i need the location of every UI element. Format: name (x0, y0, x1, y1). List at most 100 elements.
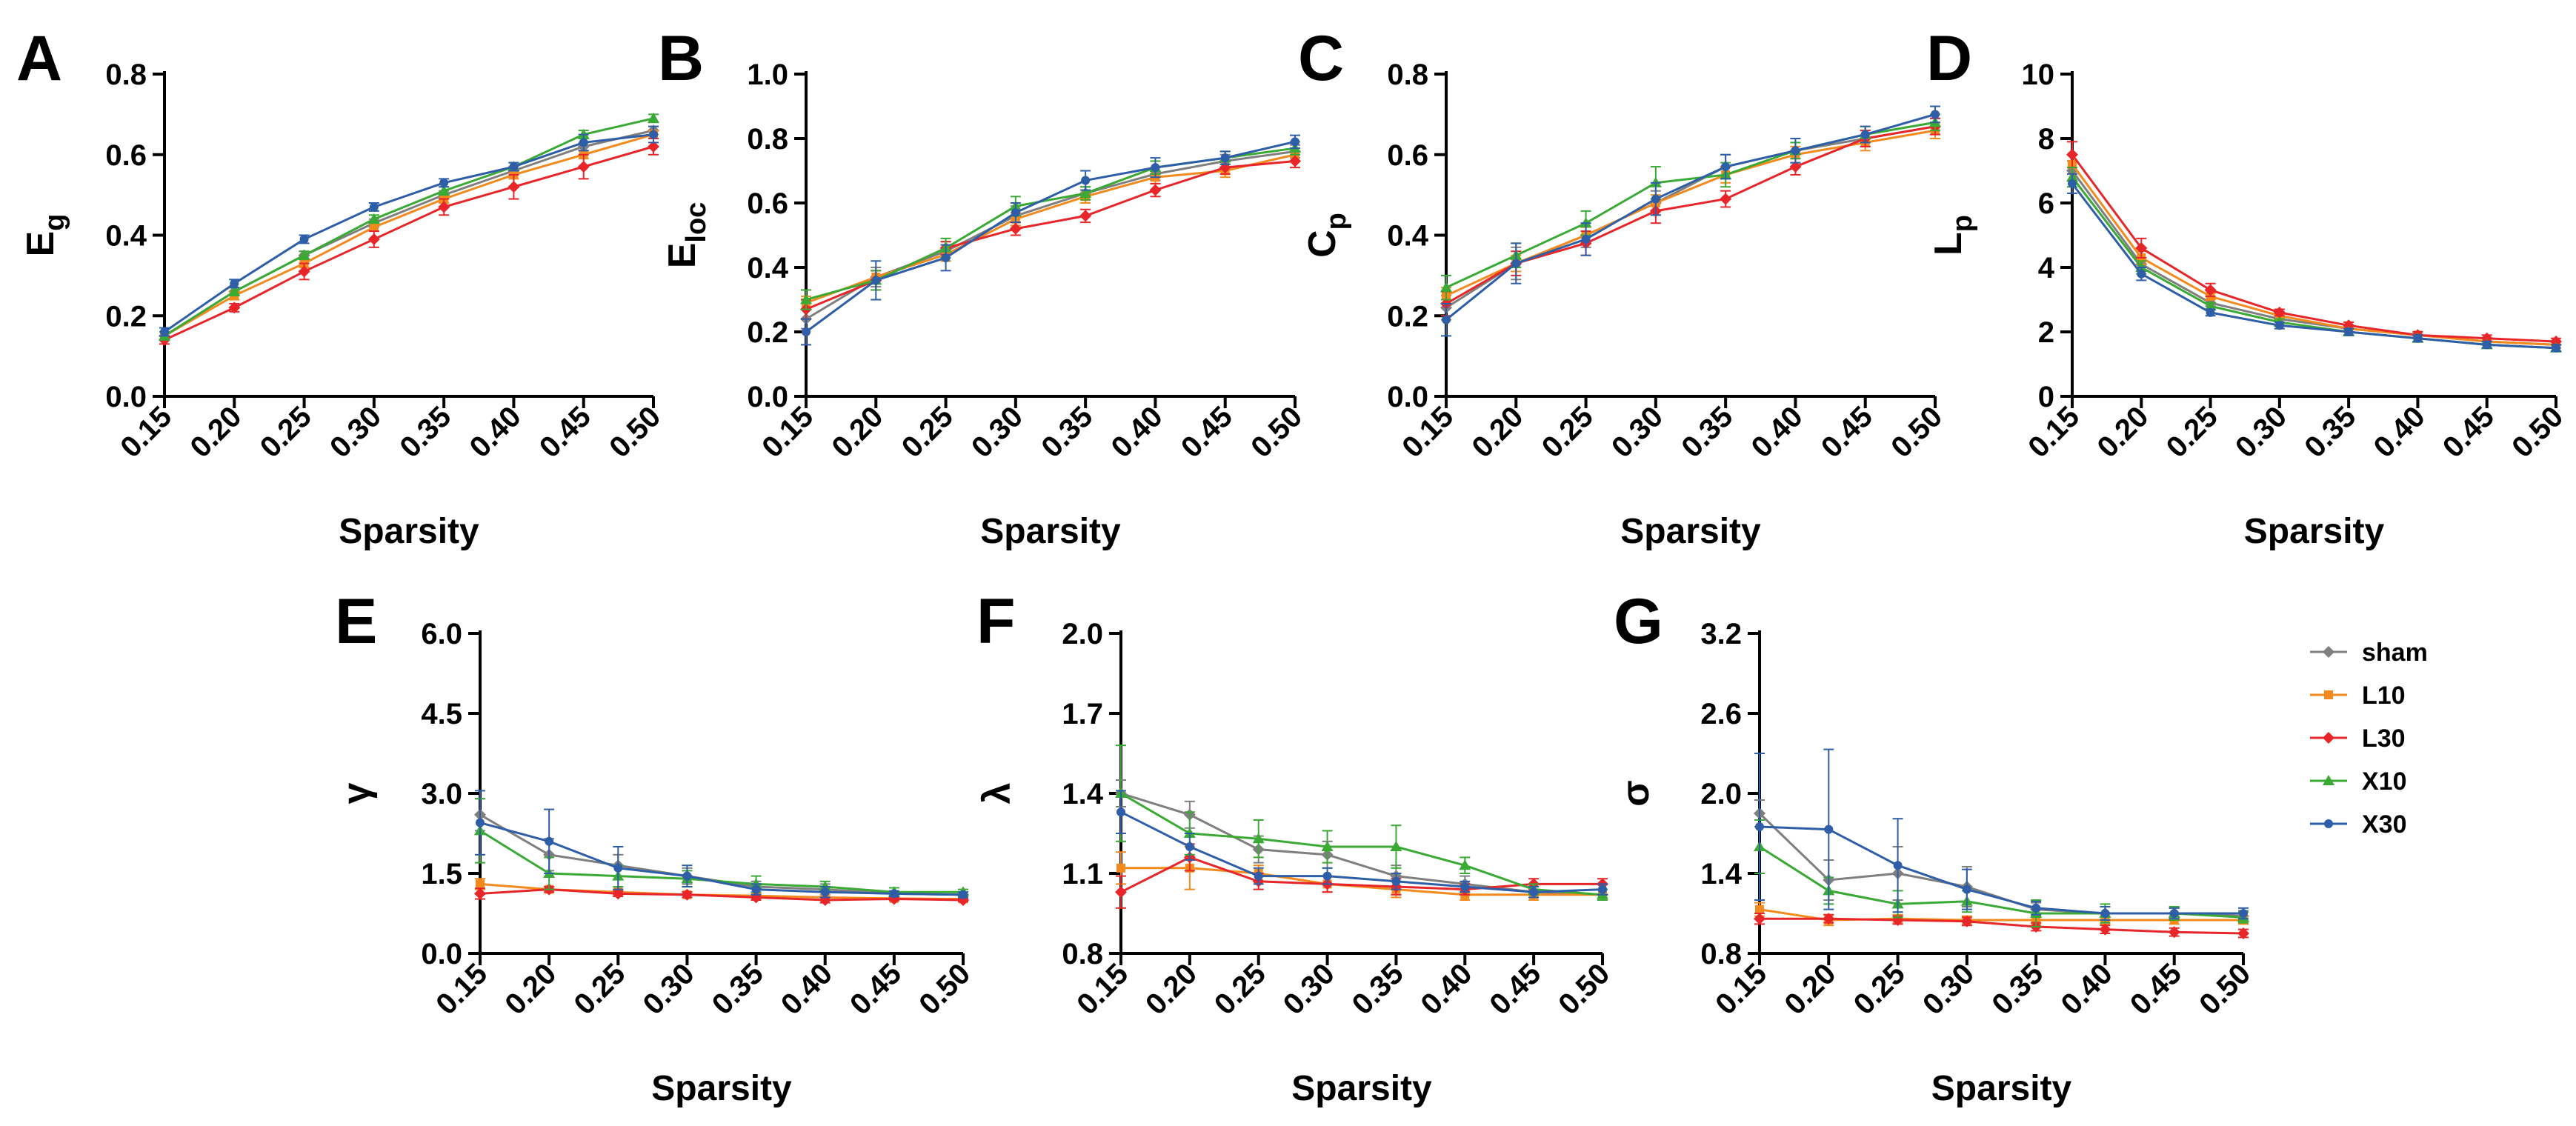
data-point (2204, 300, 2217, 311)
data-point (2239, 909, 2248, 918)
data-point (579, 138, 588, 147)
data-point (2552, 343, 2560, 353)
data-point (1116, 807, 1125, 817)
panel-f: F0.81.11.41.72.00.15 0.20 0.25 0.30 0.35 0.40… (976, 586, 1616, 1108)
y-tick-label: 0.6 (1387, 139, 1428, 172)
data-point (1931, 110, 1940, 119)
x-axis-label: Sparsity (2244, 512, 2385, 551)
y-tick-label: 0.4 (1387, 220, 1428, 253)
data-point (1721, 162, 1731, 172)
x-tick-label: 0.30 (1605, 400, 1669, 464)
y-tick-label: 0.8 (1387, 59, 1428, 91)
data-point (871, 276, 881, 285)
y-tick-label: 1.4 (1700, 858, 1742, 890)
series-line (1759, 825, 2243, 915)
x-tick-label: 0.45 (2437, 400, 2500, 464)
y-tick-label: 10 (2022, 59, 2055, 91)
x-tick-label: 0.50 (913, 957, 976, 1021)
data-point (1755, 822, 1764, 831)
panel-letter: C (1298, 23, 1344, 94)
series-line (1120, 810, 1603, 893)
x-axis-label: Sparsity (1291, 1069, 1432, 1108)
data-point (941, 253, 951, 262)
panel-e: E0.01.53.04.56.00.15 0.20 0.25 0.30 0.35 0.40… (335, 586, 976, 1108)
y-tick-label: 3.0 (421, 778, 462, 810)
legend-marker (2323, 646, 2334, 658)
data-point (545, 836, 554, 846)
x-tick-label: 0.35 (1986, 957, 2049, 1021)
series-l30 (2066, 141, 2562, 348)
y-tick-label: 1.7 (1062, 698, 1103, 730)
data-point (1581, 234, 1591, 244)
y-tick-label: 4 (2038, 252, 2055, 284)
x-tick-label: 0.45 (2124, 957, 2188, 1021)
x-tick-label: 0.25 (1848, 957, 1911, 1021)
x-axis-label: Sparsity (1620, 512, 1761, 551)
data-point (367, 213, 380, 224)
series-line (2071, 153, 2557, 343)
x-tick-label: 0.40 (775, 957, 839, 1021)
x-tick-label: 0.25 (1536, 400, 1600, 464)
data-point (1149, 184, 1162, 196)
panel-letter: B (658, 23, 704, 94)
data-point (1791, 146, 1800, 156)
data-point (2068, 179, 2077, 188)
data-point (889, 889, 899, 899)
series-line (479, 822, 964, 896)
data-point (1789, 161, 1802, 173)
x-tick-label: 0.35 (1346, 957, 1410, 1021)
series-l30 (159, 138, 659, 346)
data-point (820, 887, 830, 897)
legend: sham L10 L30 X10 X30 (2310, 639, 2428, 839)
x-tick-label: 0.20 (1778, 957, 1842, 1021)
y-tick-label: 0.4 (105, 220, 147, 253)
data-point (2031, 903, 2041, 913)
data-point (1291, 137, 1299, 147)
x-tick-label: 0.45 (1175, 400, 1239, 464)
data-point (649, 130, 658, 139)
x-tick-label: 0.40 (1414, 957, 1478, 1021)
x-tick-label: 0.50 (603, 400, 667, 464)
series-line (1121, 867, 1602, 896)
data-point (228, 285, 241, 296)
series-line (2071, 182, 2557, 350)
data-point (2482, 340, 2492, 350)
x-tick-label: 0.30 (1277, 957, 1341, 1021)
data-point (2274, 321, 2284, 330)
series-line (164, 133, 654, 333)
legend-marker (2324, 819, 2333, 828)
x-tick-label: 0.50 (1885, 400, 1948, 464)
panel-letter: A (16, 23, 62, 94)
x-tick-label: 0.20 (184, 400, 247, 464)
data-point (1651, 194, 1660, 204)
data-point (1754, 913, 1765, 925)
data-point (2206, 307, 2215, 317)
series-line (164, 145, 654, 342)
series-line (164, 117, 654, 337)
data-point (959, 890, 968, 899)
series-x30 (475, 790, 968, 899)
data-point (1081, 176, 1091, 185)
data-point (1252, 833, 1265, 844)
legend-label: X10 (2362, 767, 2407, 796)
y-axis-label: Eg (19, 214, 70, 257)
x-tick-label: 0.40 (1105, 400, 1169, 464)
series-line (1760, 917, 2244, 935)
data-point (298, 249, 310, 260)
data-point (439, 178, 449, 187)
x-tick-label: 0.25 (896, 400, 959, 464)
legend-marker (2324, 690, 2333, 699)
legend-label: L10 (2362, 682, 2406, 710)
data-point (438, 184, 450, 196)
data-point (2066, 148, 2078, 161)
data-point (1511, 259, 1521, 268)
x-tick-label: 0.15 (2022, 400, 2086, 464)
data-point (1321, 841, 1334, 851)
data-point (1390, 841, 1402, 851)
data-point (1962, 885, 1971, 894)
series-line (1445, 113, 1936, 321)
y-tick-label: 0.6 (105, 139, 147, 172)
data-point (228, 302, 241, 314)
y-tick-label: 2.6 (1700, 698, 1742, 730)
data-point (438, 201, 450, 213)
